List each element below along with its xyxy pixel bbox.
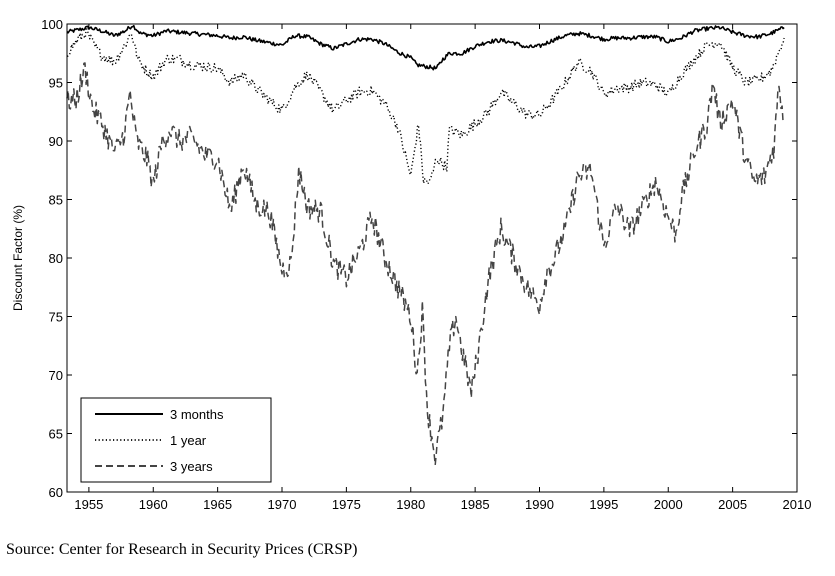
x-tick-label: 1980 [396,497,425,512]
plot-area [66,24,785,466]
y-tick-label: 90 [49,134,63,149]
series-line-3-years [66,62,785,466]
legend-label: 1 year [170,433,207,448]
series-line-3-months [66,24,785,71]
legend: 3 months 1 year 3 years [80,397,272,483]
y-axis-title: Discount Factor (%) [11,205,25,311]
x-tick-label: 1965 [203,497,232,512]
x-tick-label: 1970 [268,497,297,512]
x-tick-label: 2010 [783,497,812,512]
legend-label: 3 months [170,407,224,422]
legend-box [80,397,272,483]
source-note: Source: Center for Research in Security … [6,541,358,558]
y-tick-label: 70 [49,368,63,383]
y-tick-label: 60 [49,485,63,500]
y-tick-label: 80 [49,251,63,266]
y-tick-label: 95 [49,76,63,91]
series-line-1-year [66,26,785,185]
legend-label: 3 years [170,459,213,474]
y-tick-label: 100 [41,17,63,32]
x-tick-label: 2000 [654,497,683,512]
y-tick-label: 85 [49,193,63,208]
x-tick-label: 1990 [525,497,554,512]
y-tick-label: 65 [49,427,63,442]
x-tick-label: 1975 [332,497,361,512]
y-tick-label: 75 [49,310,63,325]
x-tick-label: 1985 [461,497,490,512]
x-tick-label: 1995 [589,497,618,512]
x-tick-label: 1955 [74,497,103,512]
axes: 1955 1960 1965 1970 1975 1980 1985 1990 1995 2000… [11,17,811,512]
x-tick-label: 1960 [139,497,168,512]
x-tick-label: 2005 [718,497,747,512]
